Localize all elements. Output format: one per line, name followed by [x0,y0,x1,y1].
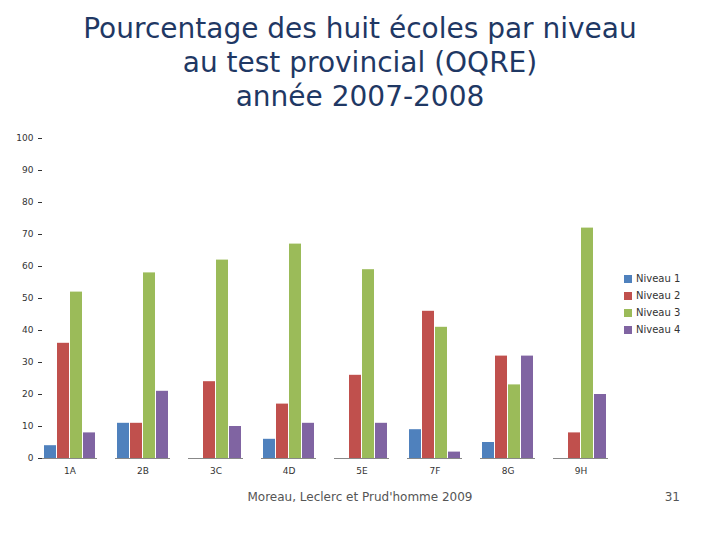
svg-text:100: 100 [16,133,33,143]
svg-text:4D: 4D [283,466,296,476]
svg-text:8G: 8G [502,466,515,476]
svg-text:60: 60 [22,261,34,271]
svg-text:9H: 9H [575,466,588,476]
svg-text:50: 50 [22,293,34,303]
svg-text:40: 40 [22,325,34,335]
html-text:Niveau 2: Niveau 2 [636,290,681,301]
svg-text:30: 30 [22,357,34,367]
svg-text:20: 20 [22,389,34,399]
svg-text:0: 0 [28,453,34,463]
html-text:Pourcentage des huit écoles pa: Pourcentage des huit écoles par niveau [83,12,637,45]
html-text:Niveau 1: Niveau 1 [636,273,681,284]
svg-text:7F: 7F [430,466,441,476]
svg-text:70: 70 [22,229,34,239]
html-text:Moreau, Leclerc et Prud'homme: Moreau, Leclerc et Prud'homme 2009 [247,490,473,504]
svg-text:3C: 3C [210,466,222,476]
svg-text:1A: 1A [64,466,77,476]
html-text:année 2007-2008: année 2007-2008 [235,80,485,113]
svg-text:90: 90 [22,165,34,175]
html-text:au test provincial (OQRE): au test provincial (OQRE) [182,46,538,79]
html-text:Niveau 3: Niveau 3 [636,307,681,318]
html-text:31: 31 [664,490,680,504]
svg-text:80: 80 [22,197,34,207]
html-text:Niveau 4: Niveau 4 [636,324,681,335]
svg-text:10: 10 [22,421,34,431]
svg-text:2B: 2B [137,466,149,476]
svg-text:5E: 5E [356,466,368,476]
